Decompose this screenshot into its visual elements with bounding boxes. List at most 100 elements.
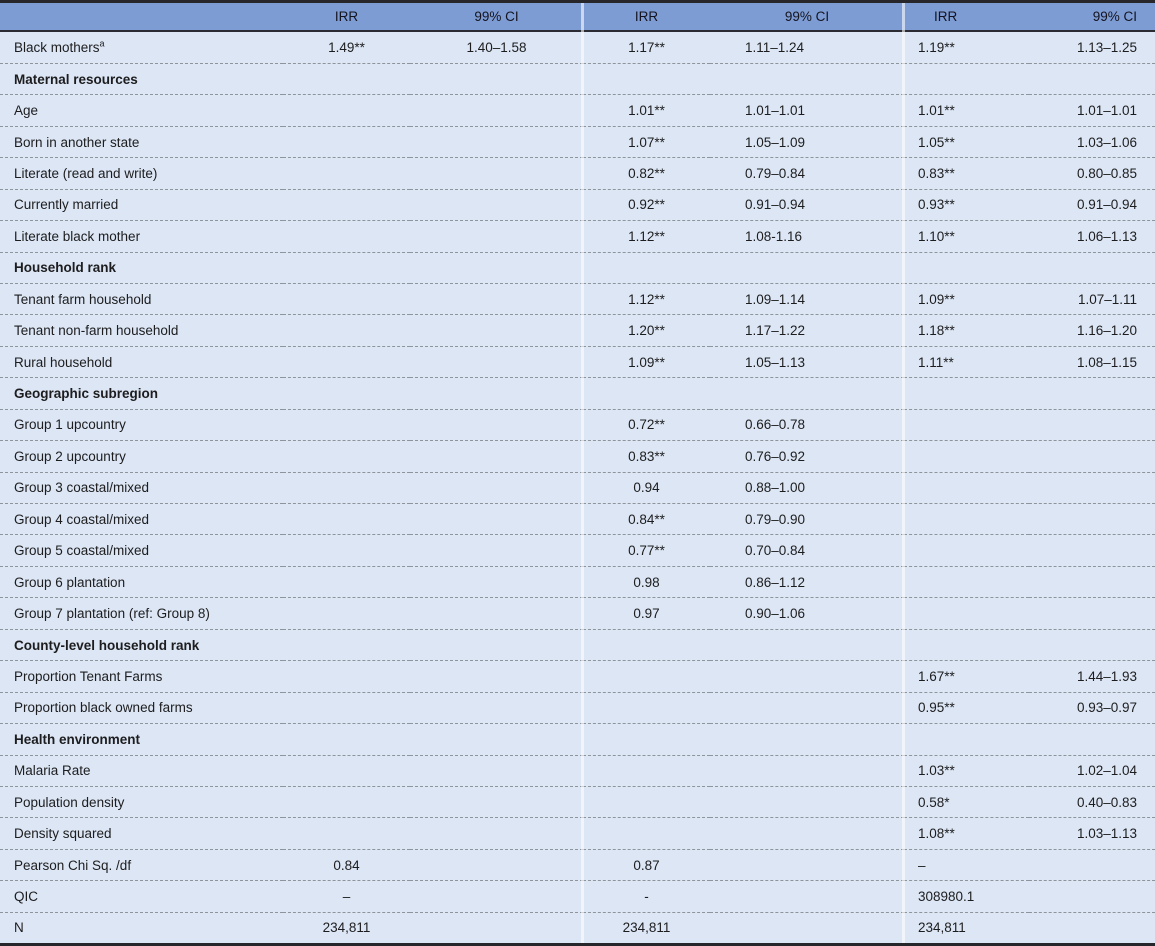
table-row: Malaria Rate 1.03** 1.02–1.04	[0, 755, 1155, 787]
cell-irr1	[283, 692, 410, 725]
table-row: Group 6 plantation 0.98 0.86–1.12	[0, 566, 1155, 599]
table-row: Population density 0.58* 0.40–0.83	[0, 786, 1155, 819]
cell-ci3: 1.06–1.13	[1029, 220, 1155, 253]
cell-irr2: 0.98	[583, 566, 710, 599]
table-row: Group 3 coastal/mixed 0.94 0.88–1.00	[0, 472, 1155, 505]
cell-ci3: 1.03–1.13	[1029, 817, 1155, 850]
header-row: IRR 99% CI IRR 99% CI IRR 99% CI	[0, 3, 1155, 32]
cell-irr1	[283, 472, 410, 505]
cell-ci3: 0.40–0.83	[1029, 786, 1155, 819]
cell-ci1	[410, 534, 583, 567]
row-label: Proportion Tenant Farms	[0, 660, 283, 693]
cell-ci3: 1.08–1.15	[1029, 346, 1155, 379]
row-label: Group 2 upcountry	[0, 440, 283, 473]
cell-ci2: 1.01–1.01	[710, 94, 904, 127]
regression-results-table: IRR 99% CI IRR 99% CI IRR 99% CI Black mother…	[0, 3, 1155, 943]
cell-irr3: 1.10**	[904, 220, 1029, 253]
cell-ci1	[410, 849, 583, 882]
cell-ci1: 1.40–1.58	[410, 31, 583, 64]
cell-irr2: 0.82**	[583, 157, 710, 190]
cell-ci1	[410, 314, 583, 347]
section-row: County-level household rank	[0, 629, 1155, 662]
cell-irr1	[283, 660, 410, 693]
cell-irr3: 0.83**	[904, 157, 1029, 190]
section-header-label: County-level household rank	[0, 629, 1155, 662]
table-row: Group 2 upcountry 0.83** 0.76–0.92	[0, 440, 1155, 473]
table-row: Proportion black owned farms 0.95** 0.93–0…	[0, 692, 1155, 725]
cell-ci2	[710, 849, 904, 882]
cell-ci1	[410, 755, 583, 787]
footnote-marker: a	[99, 38, 105, 49]
cell-ci1	[410, 660, 583, 693]
table-row: Tenant non-farm household 1.20** 1.17–1.22…	[0, 314, 1155, 347]
cell-ci1	[410, 126, 583, 159]
cell-irr3: 1.11**	[904, 346, 1029, 379]
cell-ci2	[710, 912, 904, 943]
cell-irr1	[283, 189, 410, 222]
cell-irr1	[283, 786, 410, 819]
cell-ci2: 0.91–0.94	[710, 189, 904, 222]
row-label: Literate (read and write)	[0, 157, 283, 190]
cell-ci1	[410, 346, 583, 379]
table-row: Proportion Tenant Farms 1.67** 1.44–1.93	[0, 660, 1155, 693]
cell-irr2: 0.94	[583, 472, 710, 505]
section-row: Geographic subregion	[0, 377, 1155, 410]
cell-irr2: 1.07**	[583, 126, 710, 159]
cell-irr1	[283, 409, 410, 442]
row-label: N	[0, 912, 283, 943]
section-header-label: Household rank	[0, 252, 1155, 284]
cell-ci2: 1.05–1.09	[710, 126, 904, 159]
cell-irr3	[904, 440, 1029, 473]
cell-irr3: 1.05**	[904, 126, 1029, 159]
cell-ci2: 0.90–1.06	[710, 597, 904, 630]
cell-irr2	[583, 817, 710, 850]
cell-ci2: 0.66–0.78	[710, 409, 904, 442]
cell-ci2: 0.86–1.12	[710, 566, 904, 599]
column-header-irr3: IRR	[904, 3, 1029, 32]
cell-ci3: 1.07–1.11	[1029, 283, 1155, 316]
row-label: Group 7 plantation (ref: Group 8)	[0, 597, 283, 630]
cell-irr2	[583, 755, 710, 787]
cell-ci3: 1.13–1.25	[1029, 31, 1155, 64]
table-row: Pearson Chi Sq. /df 0.84 0.87 –	[0, 849, 1155, 882]
cell-irr3: 1.19**	[904, 31, 1029, 64]
cell-ci3	[1029, 912, 1155, 943]
column-header-irr2: IRR	[583, 3, 710, 32]
cell-irr3	[904, 597, 1029, 630]
cell-ci3: 1.01–1.01	[1029, 94, 1155, 127]
section-header-label: Geographic subregion	[0, 377, 1155, 410]
cell-ci1	[410, 786, 583, 819]
cell-irr2: 0.72**	[583, 409, 710, 442]
cell-irr2	[583, 660, 710, 693]
cell-irr2: 1.01**	[583, 94, 710, 127]
row-label: Currently married	[0, 189, 283, 222]
cell-irr2: 1.20**	[583, 314, 710, 347]
column-header-empty	[0, 3, 283, 32]
cell-irr3: 234,811	[904, 912, 1029, 943]
section-row: Maternal resources	[0, 63, 1155, 96]
cell-irr2: 0.77**	[583, 534, 710, 567]
cell-irr2: 0.92**	[583, 189, 710, 222]
row-label: Population density	[0, 786, 283, 819]
cell-ci2: 0.88–1.00	[710, 472, 904, 505]
cell-ci2	[710, 880, 904, 913]
cell-ci3: 1.16–1.20	[1029, 314, 1155, 347]
cell-ci3	[1029, 534, 1155, 567]
column-header-ci3: 99% CI	[1029, 3, 1155, 32]
cell-ci3: 0.91–0.94	[1029, 189, 1155, 222]
cell-ci1	[410, 817, 583, 850]
table-row: QIC – - 308980.1	[0, 880, 1155, 913]
cell-ci3	[1029, 409, 1155, 442]
cell-irr3: 1.03**	[904, 755, 1029, 787]
table-row: Group 7 plantation (ref: Group 8) 0.97 0.9…	[0, 597, 1155, 630]
cell-irr2: 234,811	[583, 912, 710, 943]
table-row: Born in another state 1.07** 1.05–1.09 1.05…	[0, 126, 1155, 159]
cell-irr3	[904, 409, 1029, 442]
table-row: Currently married 0.92** 0.91–0.94 0.93** 0.…	[0, 189, 1155, 222]
cell-ci3: 1.02–1.04	[1029, 755, 1155, 787]
cell-ci3	[1029, 880, 1155, 913]
cell-irr1: 0.84	[283, 849, 410, 882]
cell-ci1	[410, 189, 583, 222]
cell-ci1	[410, 409, 583, 442]
section-header-label: Maternal resources	[0, 63, 1155, 96]
